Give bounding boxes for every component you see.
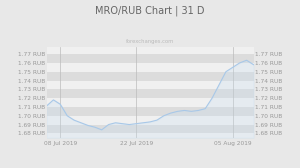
Bar: [46, 89, 253, 98]
Bar: [46, 54, 253, 63]
Bar: [46, 107, 253, 116]
Bar: [46, 72, 253, 80]
Text: MRO/RUB Chart | 31 D: MRO/RUB Chart | 31 D: [95, 5, 205, 16]
Bar: [46, 124, 253, 133]
Text: forexchanges.com: forexchanges.com: [126, 39, 174, 44]
